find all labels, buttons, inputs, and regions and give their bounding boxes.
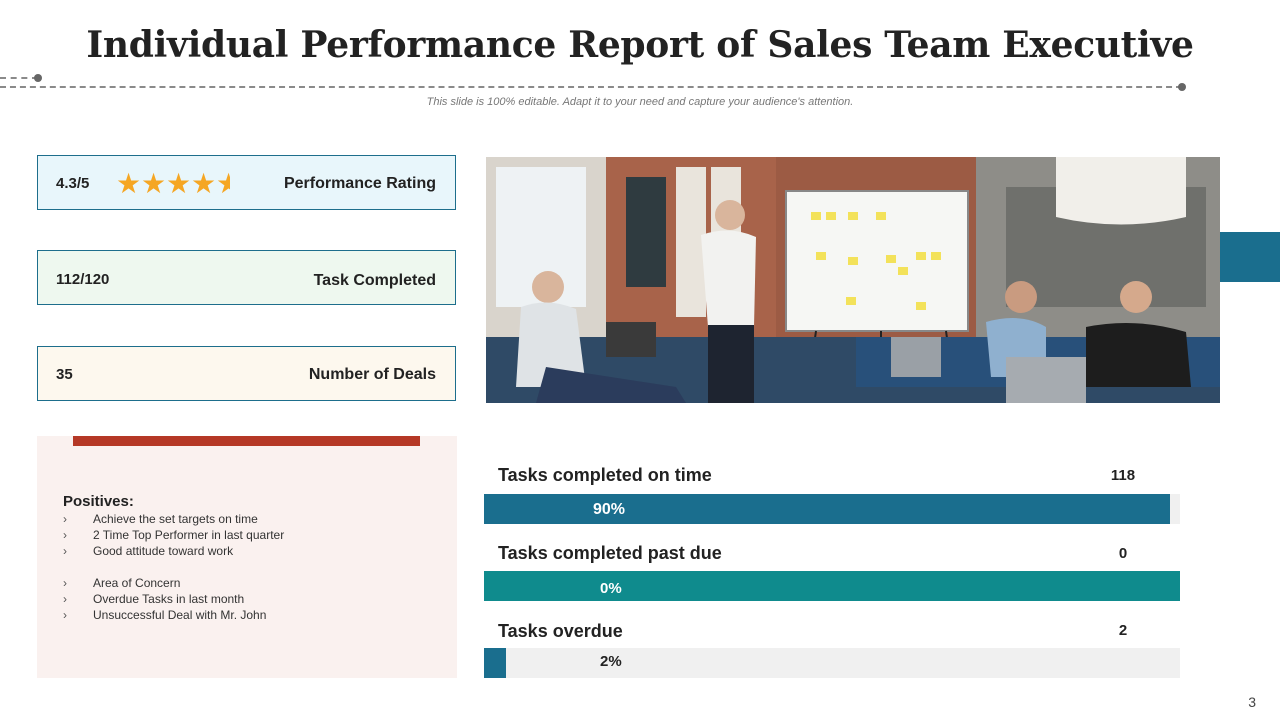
list-item: Overdue Tasks in last month [63,591,284,607]
team-meeting-photo [486,157,1220,403]
list-item: Unsuccessful Deal with Mr. John [63,607,284,623]
rating-stars: ★ ★ ★ ★ ★ [116,170,230,198]
task-past-due-progress-bar: 0% [484,571,1180,601]
deals-label: Number of Deals [308,366,436,383]
task-overdue-label: Tasks overdue [498,621,623,641]
task-past-due-label: Tasks completed past due [498,543,722,563]
task-completed-value: 112/120 [56,271,110,288]
task-past-due-progress-fill [484,571,1180,601]
star-icon: ★ [141,170,166,198]
task-on-time-progress-fill [484,494,1170,524]
performance-rating-card: 4.3/5 ★ ★ ★ ★ ★ Performance Rating [37,155,456,210]
star-icon: ★ [116,170,141,198]
notes-list: Achieve the set targets on time 2 Time T… [63,511,284,623]
task-completed-label: Task Completed [313,272,436,289]
task-overdue-count: 2 [1118,622,1128,639]
list-item: 2 Time Top Performer in last quarter [63,527,284,543]
deals-value: 35 [56,366,73,383]
slide-title: Individual Performance Report of Sales T… [86,24,1194,66]
rating-label: Performance Rating [283,175,436,192]
rating-value: 4.3/5 [56,175,90,192]
task-on-time-percent: 90% [593,501,626,518]
task-overdue-progress-bar: 2% [484,648,1180,678]
task-overdue-percent: 2% [600,653,622,670]
decorative-dash-line [0,86,1182,88]
task-past-due-percent: 0% [600,580,622,597]
list-item: Area of Concern [63,575,284,591]
number-of-deals-card: 35 Number of Deals [37,346,456,401]
list-item: Good attitude toward work [63,543,284,559]
page-number: 3 [1248,694,1256,710]
notes-accent-bar [73,436,420,446]
star-icon: ★ [191,170,216,198]
slide-subtitle: This slide is 100% editable. Adapt it to… [426,96,854,108]
decorative-dot-left [34,74,42,82]
star-icon: ★ [166,170,191,198]
list-item: Achieve the set targets on time [63,511,284,527]
task-on-time-label: Tasks completed on time [498,465,712,485]
decorative-teal-block [1220,232,1280,282]
half-star-icon: ★ [216,170,230,198]
decorative-dot-right [1178,83,1186,91]
notes-heading: Positives: [63,493,134,510]
list-spacer [63,559,284,575]
task-on-time-count: 118 [1110,467,1136,484]
task-completed-card: 112/120 Task Completed [37,250,456,305]
decorative-dash-short [0,77,38,79]
task-overdue-progress-fill [484,648,507,678]
task-past-due-count: 0 [1118,545,1128,562]
task-on-time-progress-bar: 90% [484,494,1180,524]
